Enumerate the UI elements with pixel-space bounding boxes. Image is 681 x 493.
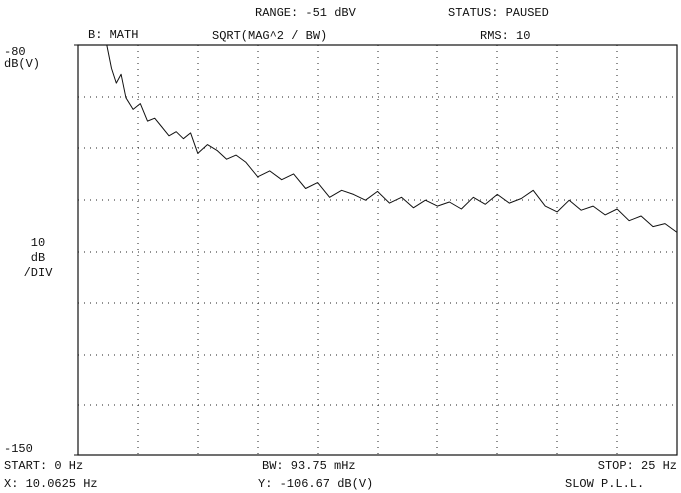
range: RANGE: -51 dBV	[255, 6, 357, 20]
start: START: 0 Hz	[4, 459, 83, 473]
div-label: /DIV	[24, 266, 54, 280]
trace	[106, 44, 678, 233]
div-unit: dB	[31, 251, 45, 265]
mode: SLOW P.L.L.	[565, 477, 644, 491]
y-marker: Y: -106.67 dB(V)	[258, 477, 373, 491]
y-tick-label: -80	[4, 45, 26, 59]
trace-label: B: MATH	[88, 28, 138, 42]
status: STATUS: PAUSED	[448, 6, 549, 20]
bandwidth: BW: 93.75 mHz	[262, 459, 356, 473]
function: SQRT(MAG^2 / BW)	[212, 29, 327, 43]
unit: dB(V)	[4, 57, 40, 71]
stop: STOP: 25 Hz	[598, 459, 677, 473]
div-value: 10	[31, 236, 45, 250]
grid	[78, 45, 677, 455]
x-marker: X: 10.0625 Hz	[4, 477, 98, 491]
rms: RMS: 10	[480, 29, 530, 43]
y-tick-label: -150	[4, 442, 33, 456]
